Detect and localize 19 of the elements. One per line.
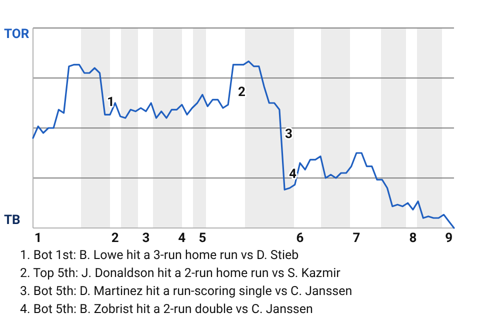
x-tick-label: 4 — [178, 231, 186, 246]
text: 2. Top 5th: J. Donaldson hit a 2-run home run vs S. Kazmir — [20, 266, 342, 281]
text: 4. Bot 5th: B. Zobrist hit a 2-run double vs C. Janssen — [20, 302, 314, 317]
text: TB — [4, 213, 20, 228]
x-tick-label: 8 — [409, 231, 417, 246]
x-tick-label: 6 — [296, 231, 304, 246]
text: TOR — [4, 27, 30, 42]
annotation: 1 — [107, 95, 114, 110]
x-tick-label: 9 — [445, 231, 453, 246]
annotation: 3 — [285, 127, 292, 142]
text: 3. Bot 5th: D. Martinez hit a run-scoring single vs C. Janssen — [20, 284, 352, 299]
x-tick-label: 2 — [111, 231, 119, 246]
annotation: 2 — [238, 85, 246, 100]
x-tick-label: 1 — [34, 231, 42, 246]
annotation: 4 — [289, 167, 297, 182]
x-tick-label: 7 — [352, 231, 360, 246]
text: 1. Bot 1st: B. Lowe hit a 3-run home run vs D. Stieb — [20, 248, 299, 263]
x-tick-label: 5 — [198, 231, 206, 246]
x-tick-label: 3 — [142, 231, 150, 246]
